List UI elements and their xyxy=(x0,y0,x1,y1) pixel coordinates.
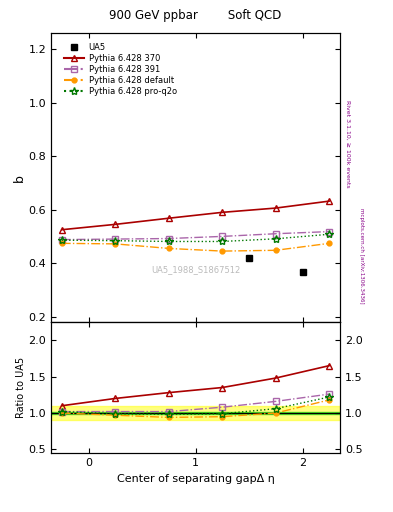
Text: mcplots.cern.ch [arXiv:1306.3436]: mcplots.cern.ch [arXiv:1306.3436] xyxy=(359,208,364,304)
Text: Rivet 3.1.10, ≥ 100k events: Rivet 3.1.10, ≥ 100k events xyxy=(345,99,350,187)
Legend: UA5, Pythia 6.428 370, Pythia 6.428 391, Pythia 6.428 default, Pythia 6.428 pro-: UA5, Pythia 6.428 370, Pythia 6.428 391,… xyxy=(61,40,179,99)
Y-axis label: Ratio to UA5: Ratio to UA5 xyxy=(16,357,26,418)
Y-axis label: b: b xyxy=(13,174,26,182)
Text: 900 GeV ppbar        Soft QCD: 900 GeV ppbar Soft QCD xyxy=(109,9,282,22)
Bar xyxy=(51,412,340,415)
Text: UA5_1988_S1867512: UA5_1988_S1867512 xyxy=(151,265,240,274)
Bar xyxy=(51,407,340,420)
X-axis label: Center of separating gapΔ η: Center of separating gapΔ η xyxy=(117,474,274,483)
